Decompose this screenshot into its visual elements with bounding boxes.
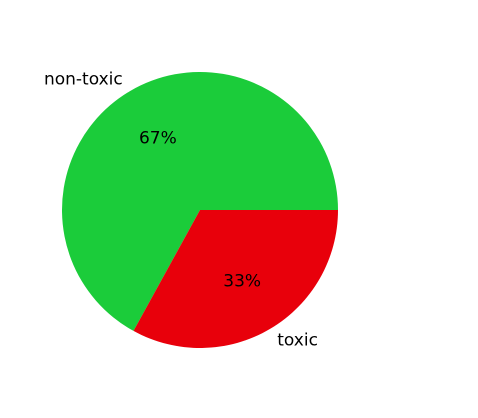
slices-layer — [62, 71, 339, 348]
slice-label-non-toxic: non-toxic — [44, 69, 123, 89]
slice-label-toxic: toxic — [277, 331, 318, 351]
pie-slice-non-toxic — [62, 71, 339, 331]
labels-layer: non-toxic 67% toxic 33% — [44, 69, 318, 350]
slice-percent-toxic: 33% — [223, 271, 261, 291]
slice-percent-non-toxic: 67% — [139, 129, 177, 149]
pie-slice-toxic — [133, 210, 338, 348]
